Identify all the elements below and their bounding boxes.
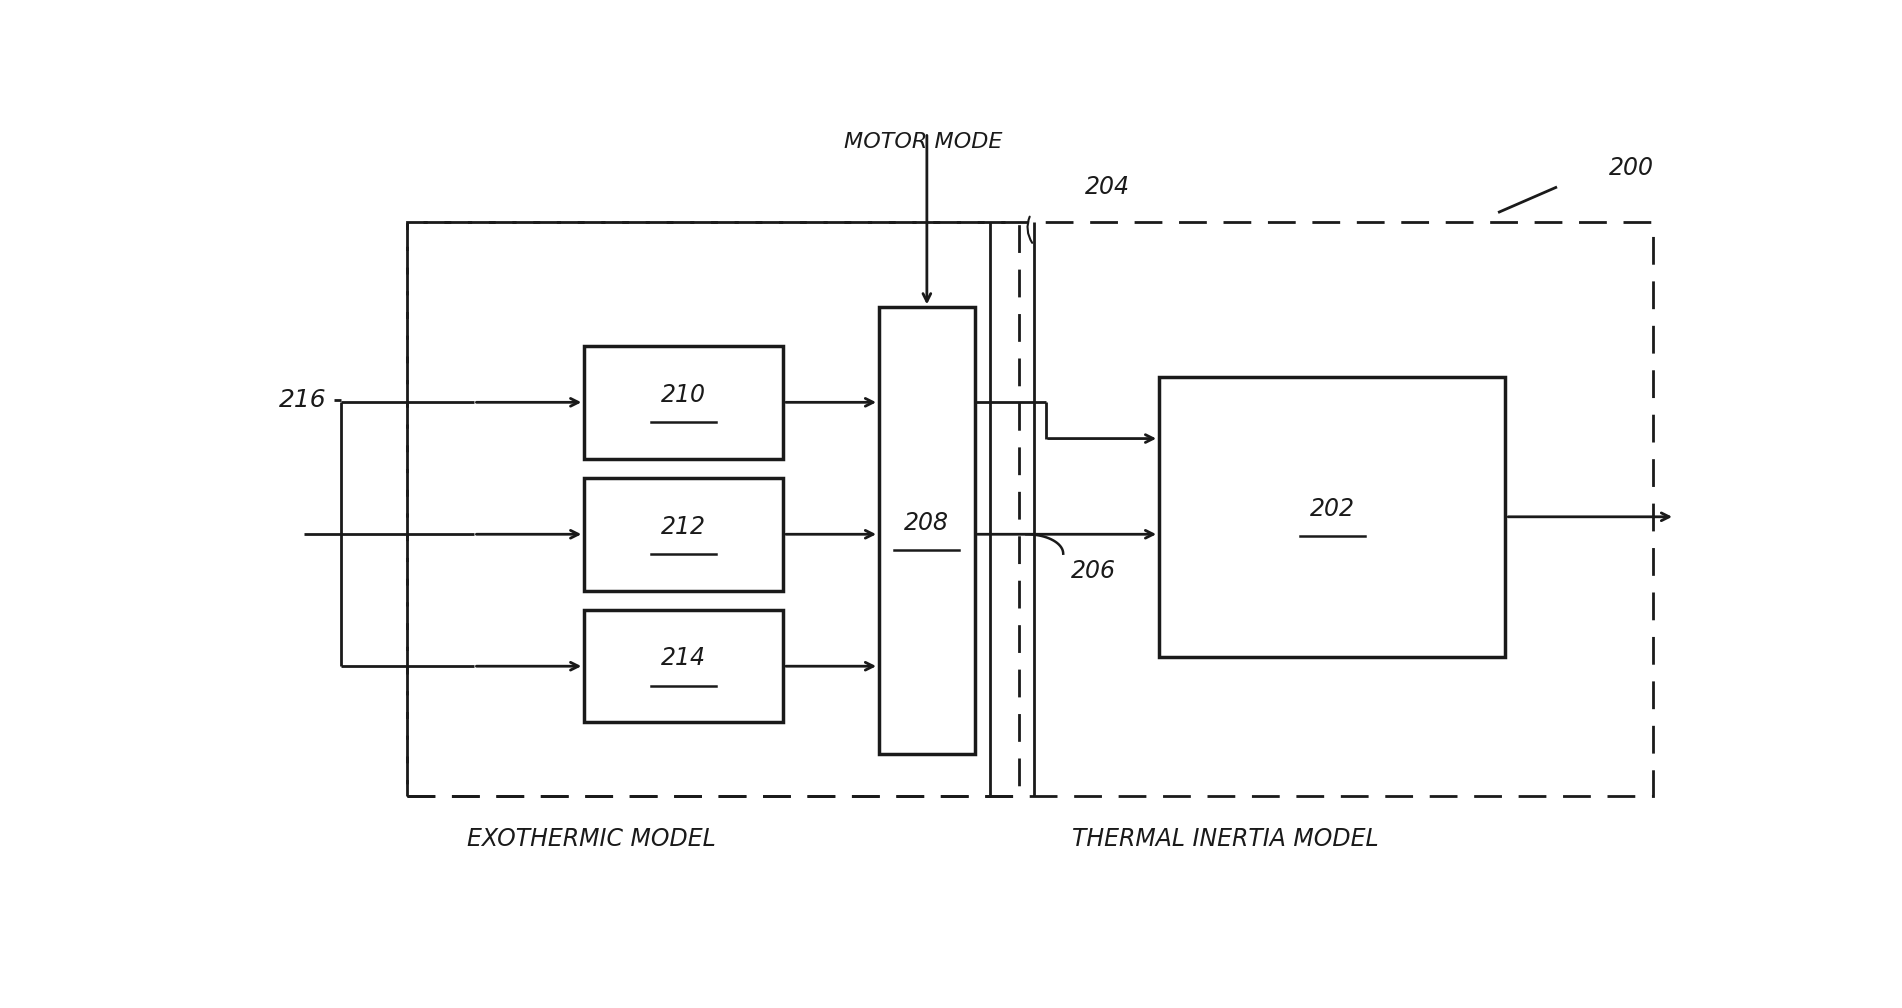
Text: EXOTHERMIC MODEL: EXOTHERMIC MODEL (468, 827, 715, 851)
Text: THERMAL INERTIA MODEL: THERMAL INERTIA MODEL (1073, 827, 1379, 851)
Bar (1158, 377, 1506, 656)
Text: MOTOR MODE: MOTOR MODE (844, 132, 1002, 152)
Text: 208: 208 (903, 511, 949, 534)
Text: 214: 214 (662, 646, 706, 670)
Text: 206: 206 (1071, 559, 1116, 584)
Bar (584, 346, 784, 459)
Text: 204: 204 (1086, 175, 1130, 199)
Text: 212: 212 (662, 514, 706, 538)
Bar (584, 478, 784, 591)
Bar (407, 222, 1653, 796)
Bar (584, 610, 784, 723)
Text: 200: 200 (1609, 155, 1653, 179)
Bar (879, 307, 974, 754)
Text: 210: 210 (662, 383, 706, 406)
Bar (407, 222, 1019, 796)
Text: 216: 216 (278, 388, 327, 412)
Text: 202: 202 (1310, 497, 1354, 521)
